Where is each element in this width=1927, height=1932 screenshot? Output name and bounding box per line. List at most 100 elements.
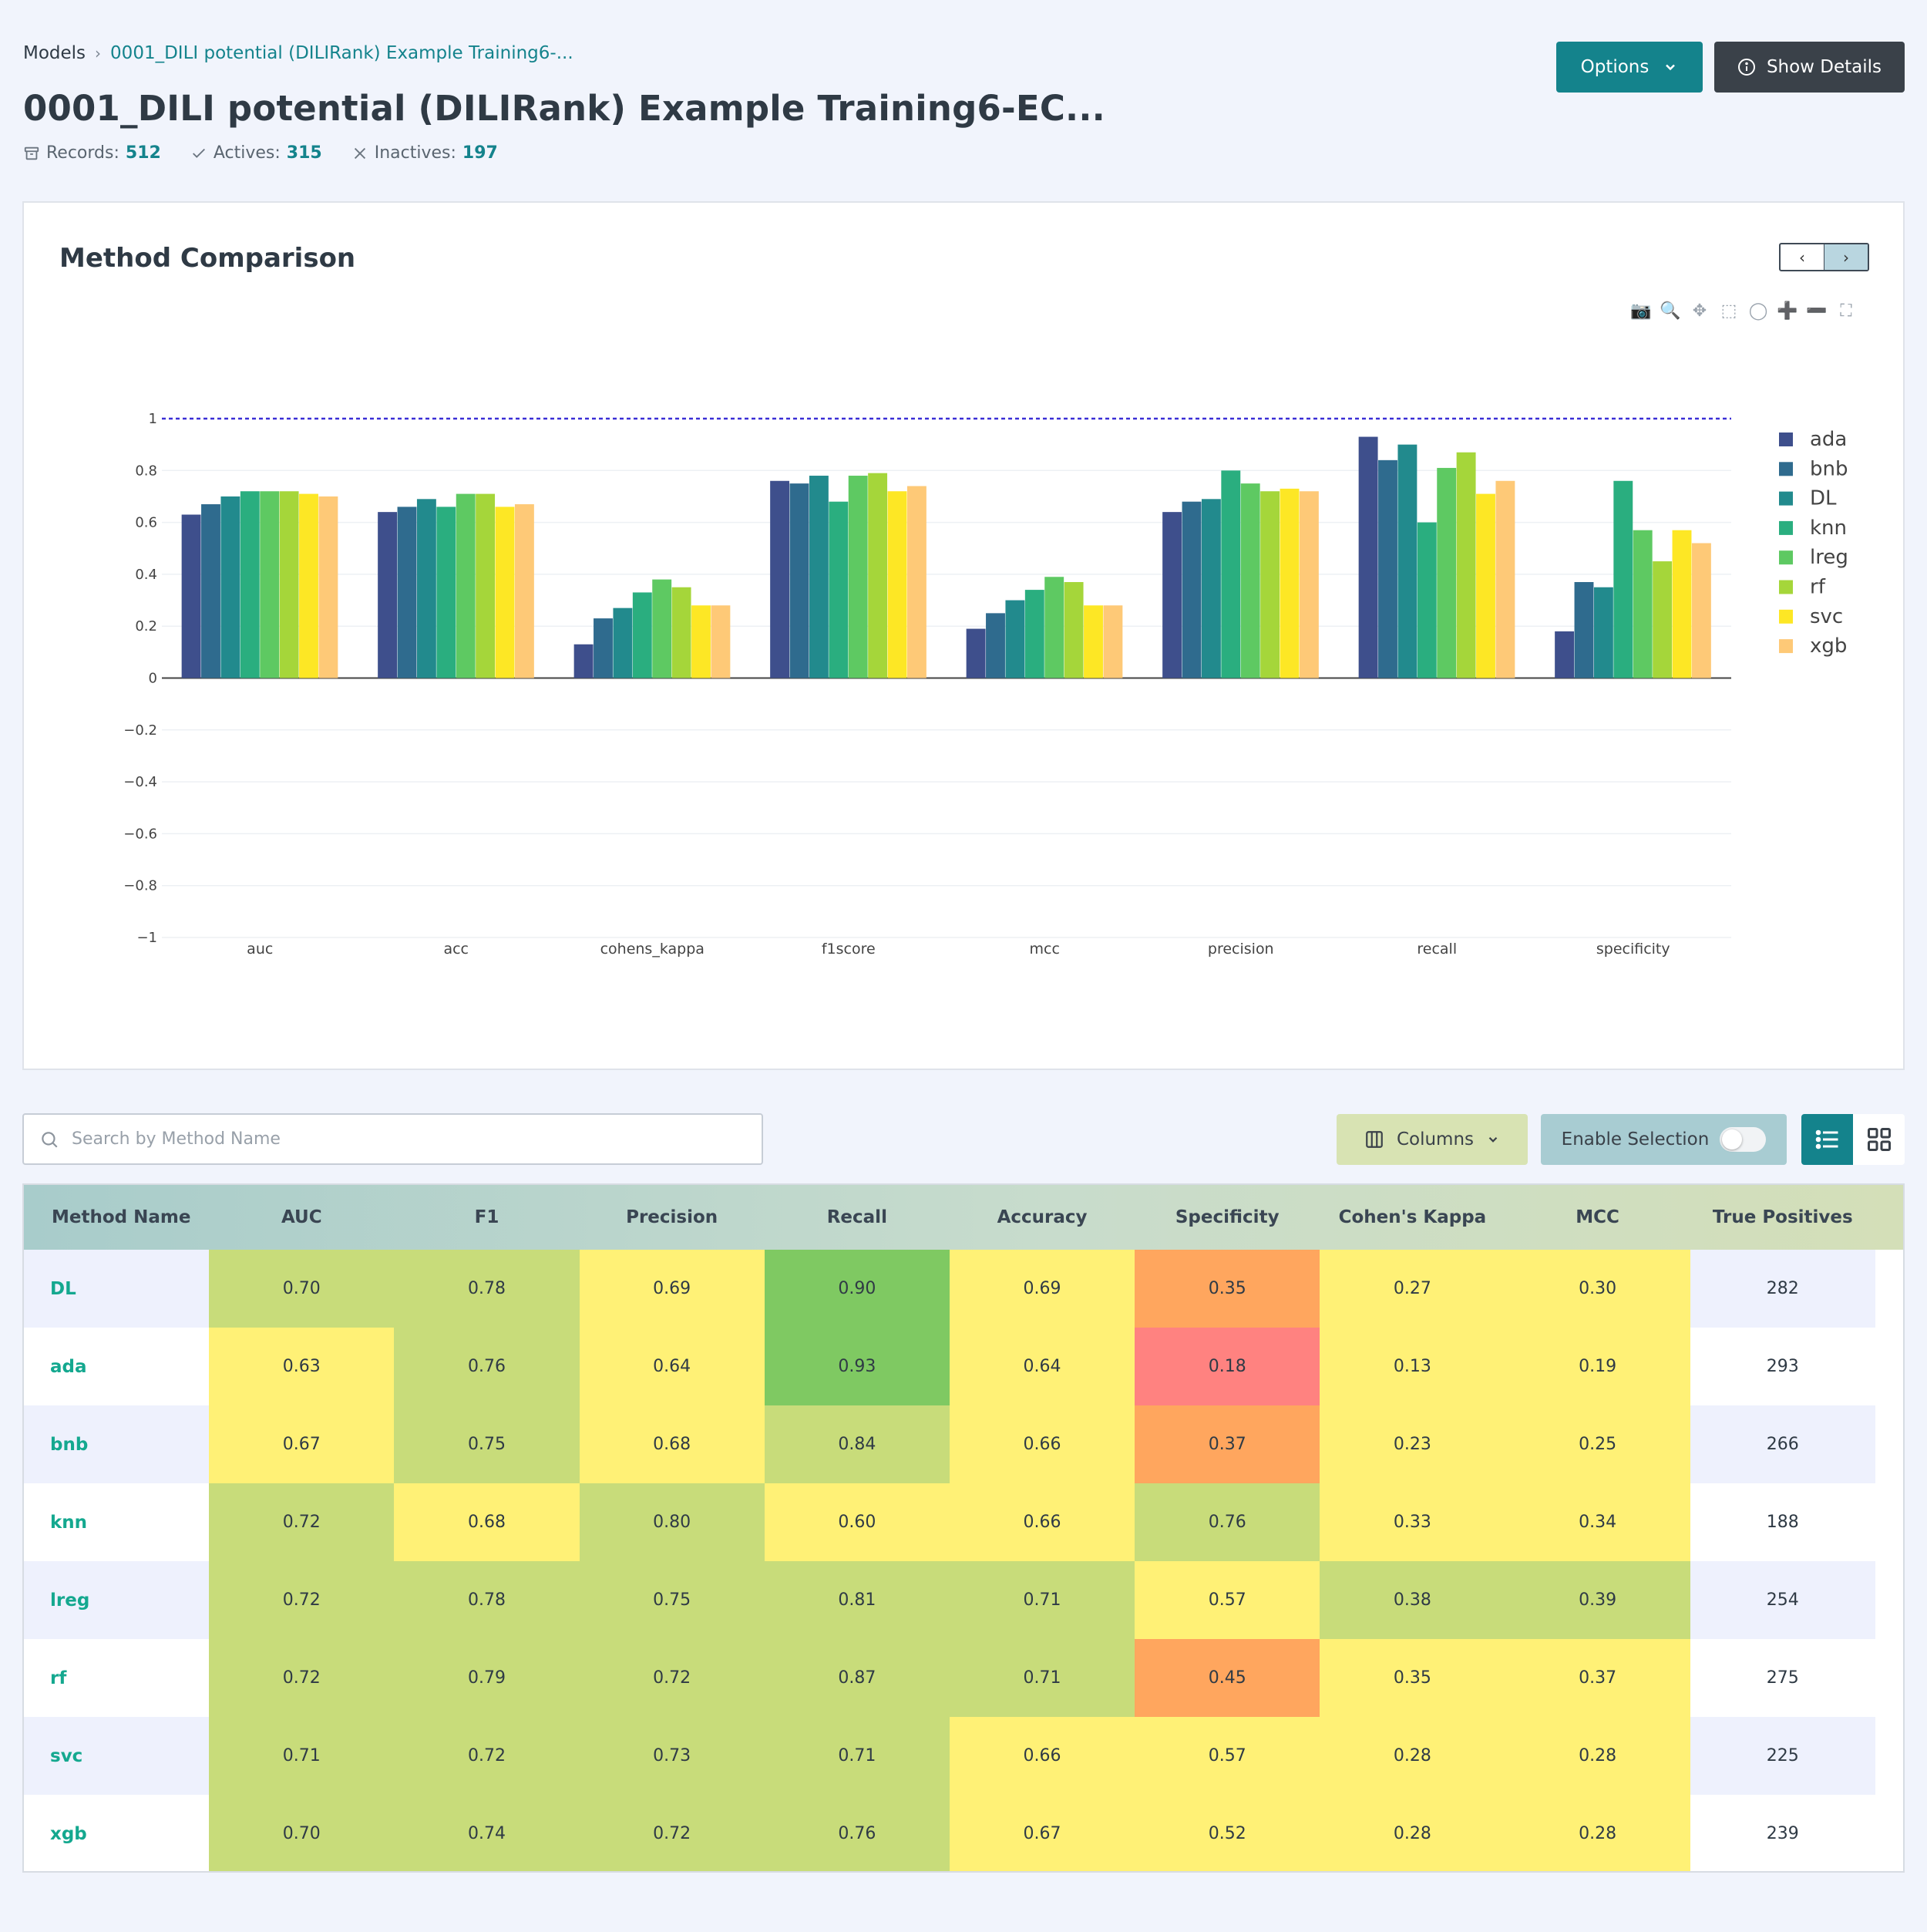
method-name-link[interactable]: bnb xyxy=(24,1405,210,1483)
breadcrumb-current[interactable]: 0001_DILI potential (DILIRank) Example T… xyxy=(110,43,573,63)
metric-cell: 0.63 xyxy=(209,1328,395,1405)
column-header[interactable]: Accuracy xyxy=(997,1207,1088,1227)
legend-label-knn: knn xyxy=(1810,517,1847,540)
metric-cell: 0.37 xyxy=(1135,1405,1320,1483)
bar-rf-acc xyxy=(476,493,496,678)
bar-ada-acc xyxy=(378,512,398,678)
lasso-icon[interactable]: ◯ xyxy=(1748,301,1768,321)
column-header[interactable]: True Positives xyxy=(1712,1207,1853,1227)
camera-icon[interactable]: 📷 xyxy=(1630,301,1652,321)
bar-lreg-auc xyxy=(260,491,280,678)
bar-DL-recall xyxy=(1397,444,1418,678)
x-tick-label: f1score xyxy=(822,941,876,958)
bar-svc-auc xyxy=(299,493,318,678)
column-header[interactable]: Cohen's Kappa xyxy=(1338,1207,1487,1227)
breadcrumb-root-link[interactable]: Models xyxy=(23,43,86,63)
true-positives-cell: 266 xyxy=(1690,1405,1875,1483)
column-header[interactable]: MCC xyxy=(1576,1207,1619,1227)
zoom-in-icon[interactable]: ➕ xyxy=(1777,301,1798,321)
table-row[interactable]: bnb 0.67 0.75 0.68 0.84 0.66 0.37 0.23 0.25 266 xyxy=(24,1405,1903,1483)
column-header[interactable]: AUC xyxy=(281,1207,322,1227)
bar-knn-f1score xyxy=(829,501,849,678)
metric-cell: 0.69 xyxy=(579,1250,765,1328)
column-header[interactable]: Method Name xyxy=(52,1207,191,1227)
show-details-button[interactable]: Show Details xyxy=(1714,42,1905,93)
metric-cell: 0.79 xyxy=(394,1639,580,1717)
autoscale-icon[interactable]: ⛶ xyxy=(1840,301,1852,321)
options-button[interactable]: Options xyxy=(1556,42,1703,93)
columns-button[interactable]: Columns xyxy=(1337,1114,1528,1165)
metric-cell: 0.34 xyxy=(1505,1483,1690,1561)
chevron-down-icon xyxy=(1666,64,1676,71)
chevron-right-icon: › xyxy=(95,44,102,62)
zoom-out-icon[interactable]: ➖ xyxy=(1806,301,1828,321)
method-name-link[interactable]: xgb xyxy=(24,1795,210,1871)
metric-cell: 0.35 xyxy=(1135,1250,1320,1328)
box-select-icon[interactable]: ⬚ xyxy=(1720,301,1737,321)
column-header[interactable]: Recall xyxy=(826,1207,887,1227)
bar-ada-auc xyxy=(181,514,201,678)
bar-rf-mcc xyxy=(1064,581,1084,678)
pager-next-button[interactable]: › xyxy=(1824,244,1868,270)
method-name-link[interactable]: knn xyxy=(24,1483,210,1561)
zoom-icon[interactable]: 🔍 xyxy=(1660,301,1681,321)
method-comparison-chart: 1 0.8 0.6 0.4 0.2 0 −0.2 −0.4 −0.6 −0.8 −1 auc acc co… xyxy=(123,411,1848,958)
metric-cell: 0.37 xyxy=(1505,1639,1690,1717)
search-box xyxy=(22,1113,763,1165)
grid-view-button[interactable] xyxy=(1853,1114,1905,1165)
metric-cell: 0.60 xyxy=(764,1483,950,1561)
pager-prev-button[interactable]: ‹ xyxy=(1799,247,1805,267)
grid-icon xyxy=(1867,1128,1891,1151)
legend-swatch-ada xyxy=(1779,433,1793,446)
method-name-link[interactable]: lreg xyxy=(24,1561,210,1639)
table-row[interactable]: lreg 0.72 0.78 0.75 0.81 0.71 0.57 0.38 0.39 254 xyxy=(24,1561,1903,1639)
bar-lreg-f1score xyxy=(848,476,868,678)
bar-ada-recall xyxy=(1358,436,1378,678)
list-view-button[interactable] xyxy=(1801,1114,1853,1165)
chevron-down-icon xyxy=(1488,1136,1498,1143)
metric-cell: 0.78 xyxy=(394,1250,580,1328)
metric-cell: 0.81 xyxy=(764,1561,950,1639)
legend-label-svc: svc xyxy=(1810,605,1843,628)
metric-cell: 0.45 xyxy=(1135,1639,1320,1717)
legend-swatch-bnb xyxy=(1779,462,1793,476)
table-row[interactable]: ada 0.63 0.76 0.64 0.93 0.64 0.18 0.13 0.19 293 xyxy=(24,1328,1903,1405)
metric-cell: 0.68 xyxy=(579,1405,765,1483)
column-header[interactable]: F1 xyxy=(474,1207,499,1227)
legend-label-bnb: bnb xyxy=(1810,457,1848,480)
x-tick-label: precision xyxy=(1208,941,1274,958)
show-details-label: Show Details xyxy=(1766,57,1882,77)
metric-cell: 0.76 xyxy=(764,1795,950,1871)
table-row[interactable]: svc 0.71 0.72 0.73 0.71 0.66 0.57 0.28 0.28 225 xyxy=(24,1717,1903,1795)
metric-cell: 0.66 xyxy=(949,1405,1135,1483)
method-name-link[interactable]: rf xyxy=(24,1639,210,1717)
method-name-link[interactable]: ada xyxy=(24,1328,210,1405)
pan-icon[interactable]: ✥ xyxy=(1692,301,1707,321)
true-positives-cell: 282 xyxy=(1690,1250,1875,1328)
stat-records-value: 512 xyxy=(125,143,161,163)
column-header[interactable]: Precision xyxy=(626,1207,718,1227)
search-input[interactable] xyxy=(72,1129,735,1149)
y-tick-label: 0.4 xyxy=(135,567,157,583)
metric-cell: 0.30 xyxy=(1505,1250,1690,1328)
legend-swatch-rf xyxy=(1779,580,1793,594)
bar-knn-recall xyxy=(1417,522,1437,678)
selection-toggle[interactable] xyxy=(1720,1127,1767,1152)
method-name-link[interactable]: svc xyxy=(24,1717,210,1795)
bar-xgb-cohens_kappa xyxy=(711,605,731,678)
table-row[interactable]: rf 0.72 0.79 0.72 0.87 0.71 0.45 0.35 0.37 275 xyxy=(24,1639,1903,1717)
enable-selection-button[interactable]: Enable Selection xyxy=(1541,1114,1787,1165)
x-tick-label: cohens_kappa xyxy=(600,941,705,958)
true-positives-cell: 188 xyxy=(1690,1483,1875,1561)
x-tick-label: mcc xyxy=(1030,941,1060,958)
table-row[interactable]: xgb 0.70 0.74 0.72 0.76 0.67 0.52 0.28 0.28 239 xyxy=(24,1795,1903,1871)
bar-bnb-cohens_kappa xyxy=(594,618,613,678)
column-header[interactable]: Specificity xyxy=(1175,1207,1280,1227)
bar-xgb-acc xyxy=(514,504,534,678)
metric-cell: 0.84 xyxy=(764,1405,950,1483)
metric-cell: 0.76 xyxy=(394,1328,580,1405)
metric-cell: 0.68 xyxy=(394,1483,580,1561)
table-row[interactable]: DL 0.70 0.78 0.69 0.90 0.69 0.35 0.27 0.30 282 xyxy=(24,1250,1903,1328)
table-row[interactable]: knn 0.72 0.68 0.80 0.60 0.66 0.76 0.33 0.34 188 xyxy=(24,1483,1903,1561)
method-name-link[interactable]: DL xyxy=(24,1250,210,1328)
